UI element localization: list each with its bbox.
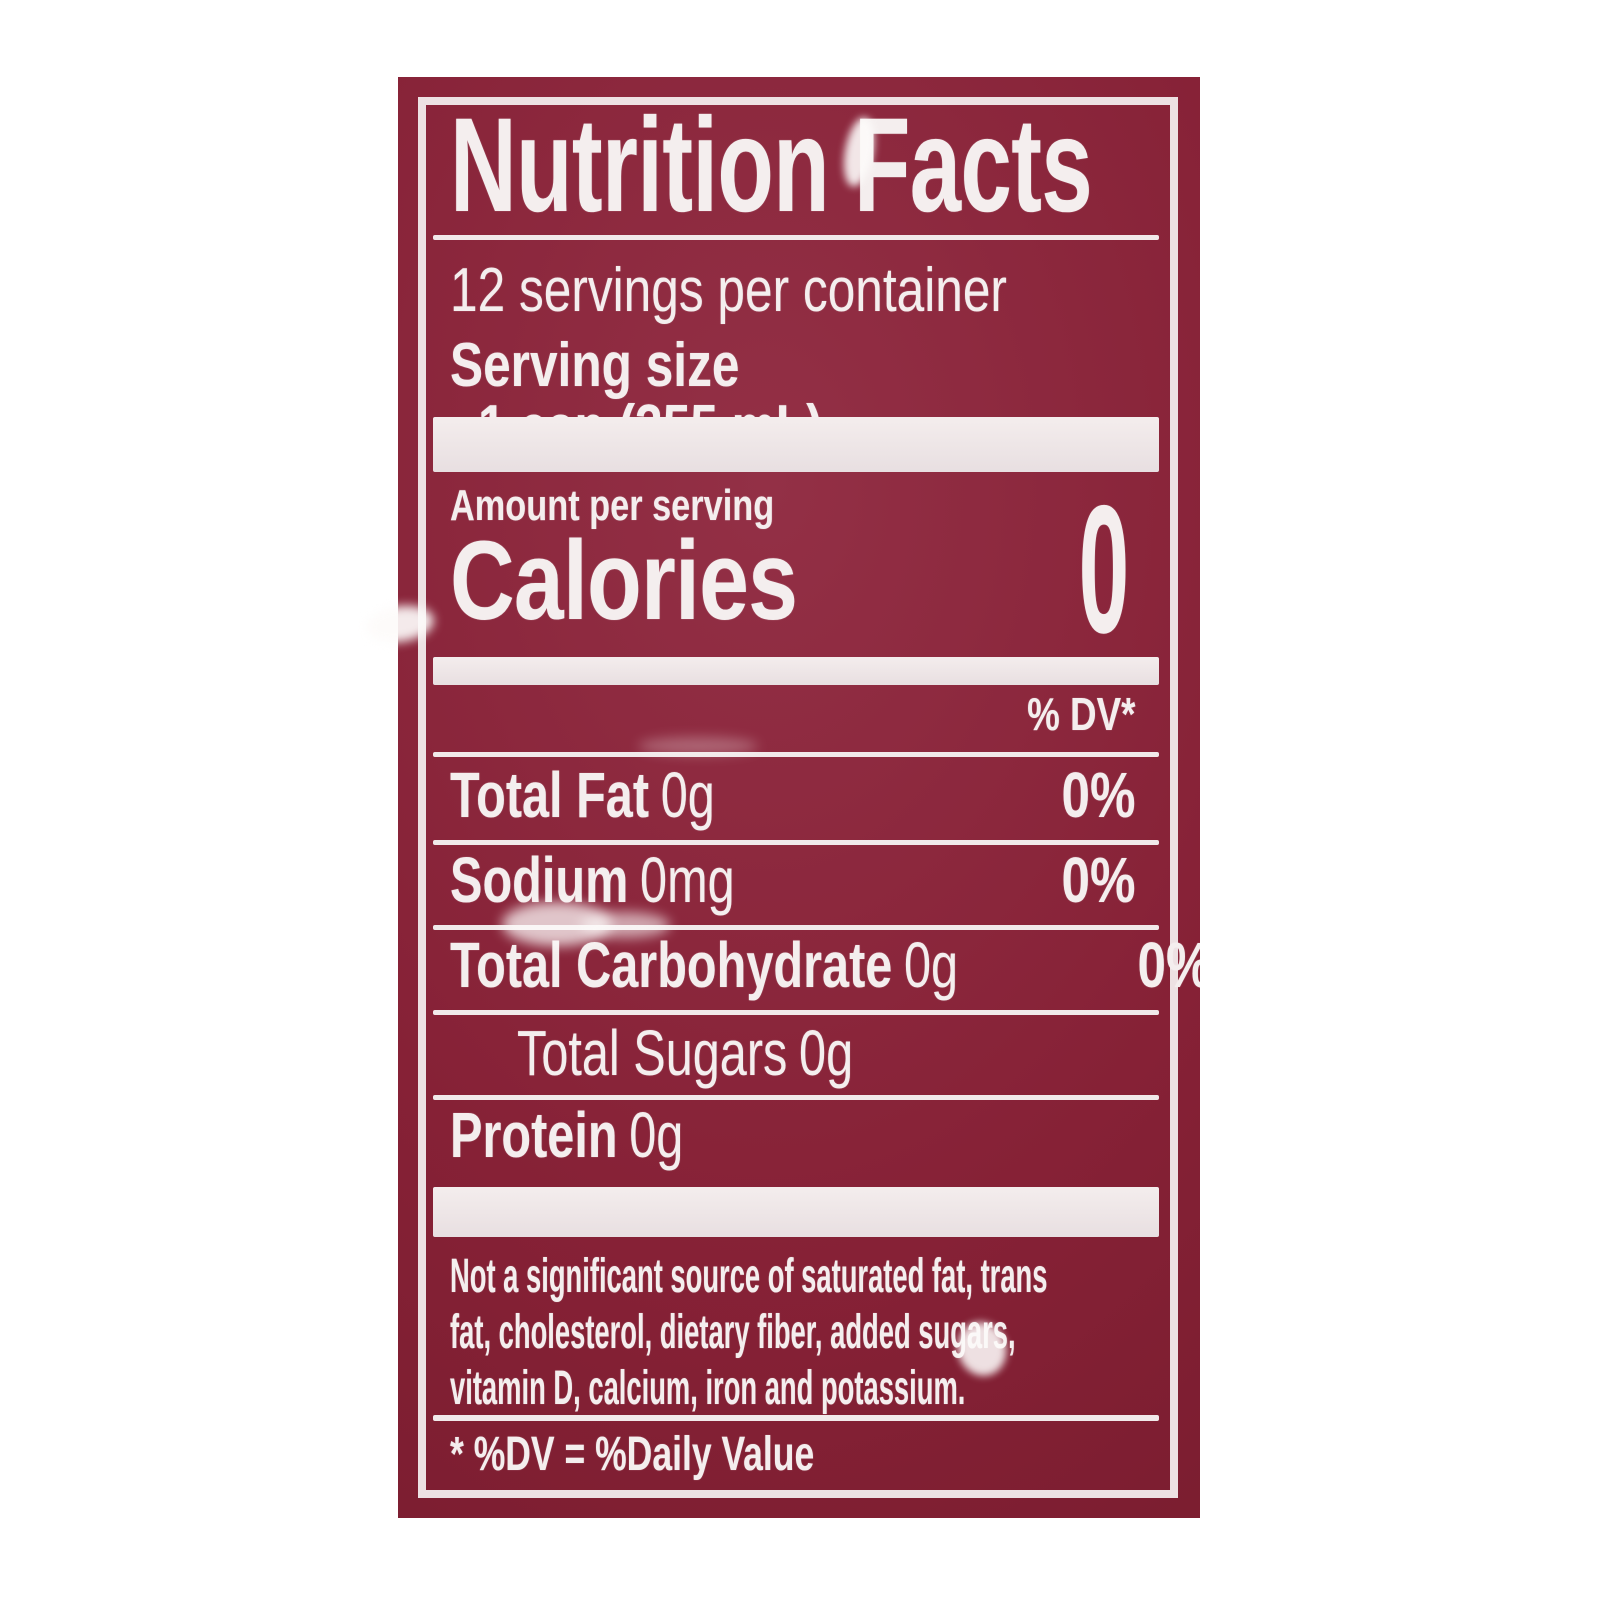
nutrient-text: Total Fat 0g (450, 759, 715, 831)
nutrient-text: Sodium 0mg (450, 844, 735, 916)
nutrient-amount: 0mg (640, 844, 735, 916)
calories-value: 0 (1028, 478, 1129, 660)
nutrient-name: Total Fat (450, 759, 650, 831)
nutrient-amount: 0g (629, 1099, 684, 1171)
nutrient-dv: 0% (1061, 759, 1135, 831)
nutrient-text: Protein 0g (450, 1099, 684, 1171)
calories-label: Calories (450, 525, 884, 637)
row-divider (433, 925, 1159, 930)
amount-per-serving-label: Amount per serving (450, 484, 866, 528)
nutrition-facts-title: Nutrition Facts (450, 91, 1093, 240)
calories-label-text: Calories (450, 518, 798, 643)
nutrient-text: Total Sugars 0g (517, 1017, 854, 1089)
calories-underline-bar (433, 657, 1159, 685)
section-bar-bottom (433, 1187, 1159, 1237)
nutrient-dv: 0% (1061, 844, 1135, 916)
nutrient-name: Total Carbohydrate (450, 929, 893, 1001)
label-content: Nutrition Facts 12 servings per containe… (433, 77, 1200, 1518)
daily-value-header-text: % DV* (1026, 688, 1135, 740)
footnote-line: vitamin D, calcium, iron and potassium. (450, 1362, 966, 1415)
servings-per-container-text: 12 servings per container (450, 256, 1007, 325)
row-divider (433, 1010, 1159, 1015)
daily-value-note-text: * %DV = %Daily Value (450, 1428, 815, 1481)
calories-value-text: 0 (1078, 467, 1129, 671)
nutrition-label: Nutrition Facts 12 servings per containe… (398, 77, 1200, 1518)
section-bar-top (433, 417, 1159, 472)
footnote-divider (433, 1415, 1159, 1421)
nutrient-row-total-fat: Total Fat 0g 0% (433, 759, 1159, 831)
nutrient-row-sodium: Sodium 0mg 0% (433, 844, 1159, 916)
serving-size-label: Serving size (450, 331, 740, 400)
nutrient-name: Sodium (450, 844, 629, 916)
nutrient-dv: 0% (1137, 929, 1200, 1001)
nutrient-name: Protein (450, 1099, 618, 1171)
daily-value-note: * %DV = %Daily Value (450, 1428, 942, 1482)
title-divider (433, 235, 1159, 240)
footnote: Not a significant source of saturated fa… (450, 1249, 1200, 1417)
footnote-line: Not a significant source of saturated fa… (450, 1250, 1048, 1303)
row-divider (433, 752, 1159, 757)
amount-per-serving-text: Amount per serving (450, 481, 775, 530)
nutrient-row-protein: Protein 0g (433, 1099, 1159, 1171)
nutrient-amount: 0g (799, 1017, 854, 1089)
nutrient-amount: 0g (903, 929, 959, 1001)
footnote-line: fat, cholesterol, dietary fiber, added s… (450, 1306, 1016, 1359)
nutrient-amount: 0g (660, 759, 715, 831)
servings-per-container: 12 servings per container (450, 260, 1146, 322)
daily-value-column-header: % DV* (1000, 691, 1135, 737)
label-frame (418, 97, 1178, 1498)
row-divider (433, 840, 1159, 845)
nutrient-name: Total Sugars (517, 1017, 788, 1089)
nutrient-text: Total Carbohydrate 0g (450, 929, 959, 1001)
row-divider (433, 1095, 1159, 1100)
nutrient-row-total-sugars: Total Sugars 0g (433, 1017, 1159, 1089)
